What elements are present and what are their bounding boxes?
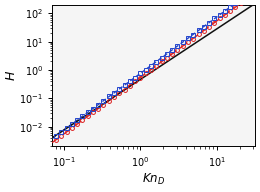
Y-axis label: H: H [5, 71, 18, 80]
X-axis label: $Kn_D$: $Kn_D$ [142, 172, 165, 187]
